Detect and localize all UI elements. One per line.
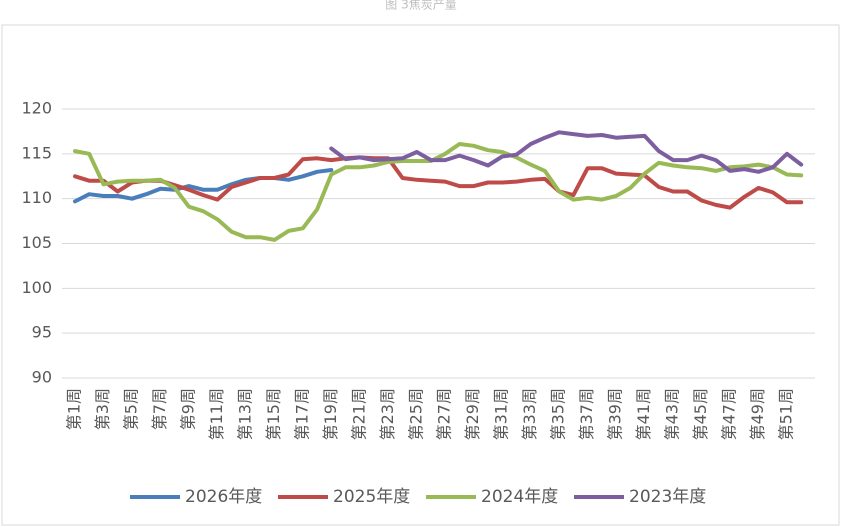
x-tick-label: 第29周	[463, 388, 482, 440]
x-tick-label: 第5周	[121, 388, 140, 430]
x-tick-label: 第9周	[178, 388, 197, 430]
x-tick-label: 第7周	[150, 388, 169, 430]
x-tick-label: 第43周	[663, 388, 682, 440]
y-tick-label: 115	[21, 143, 52, 162]
x-tick-label: 第45周	[691, 388, 710, 440]
legend-label: 2023年度	[629, 487, 706, 507]
y-tick-label: 100	[21, 278, 52, 297]
x-tick-label: 第1周	[65, 388, 84, 430]
x-tick-label: 第39周	[606, 388, 625, 440]
x-tick-label: 第27周	[435, 388, 454, 440]
series-line	[73, 155, 804, 210]
y-tick-label: 120	[21, 99, 52, 118]
x-tick-label: 第37周	[577, 388, 596, 440]
x-tick-label: 第51周	[777, 388, 796, 440]
legend-label: 2024年度	[481, 487, 558, 507]
series-line	[73, 142, 804, 242]
chart-frame	[1, 24, 840, 526]
chart-title: 图 3焦炭产量	[385, 0, 456, 12]
x-tick-label: 第3周	[93, 388, 112, 430]
x-tick-label: 第49周	[748, 388, 767, 440]
x-tick-label: 第35周	[549, 388, 568, 440]
y-tick-label: 105	[21, 233, 52, 252]
x-tick-label: 第21周	[349, 388, 368, 440]
x-tick-label: 第25周	[406, 388, 425, 440]
x-tick-label: 第41周	[634, 388, 653, 440]
series-line	[329, 130, 804, 174]
x-tick-label: 第19周	[321, 388, 340, 440]
y-tick-label: 95	[32, 323, 52, 342]
series-line	[73, 168, 334, 204]
legend-label: 2025年度	[333, 487, 410, 507]
x-tick-label: 第11周	[207, 388, 226, 440]
legend-label: 2026年度	[185, 487, 262, 507]
x-tick-label: 第31周	[492, 388, 511, 440]
x-tick-label: 第33周	[520, 388, 539, 440]
x-tick-label: 第13周	[235, 388, 254, 440]
x-tick-label: 第23周	[378, 388, 397, 440]
y-tick-label: 110	[21, 188, 52, 207]
y-tick-label: 90	[32, 368, 52, 387]
x-tick-label: 第47周	[720, 388, 739, 440]
x-tick-label: 第15周	[264, 388, 283, 440]
x-tick-label: 第17周	[292, 388, 311, 440]
